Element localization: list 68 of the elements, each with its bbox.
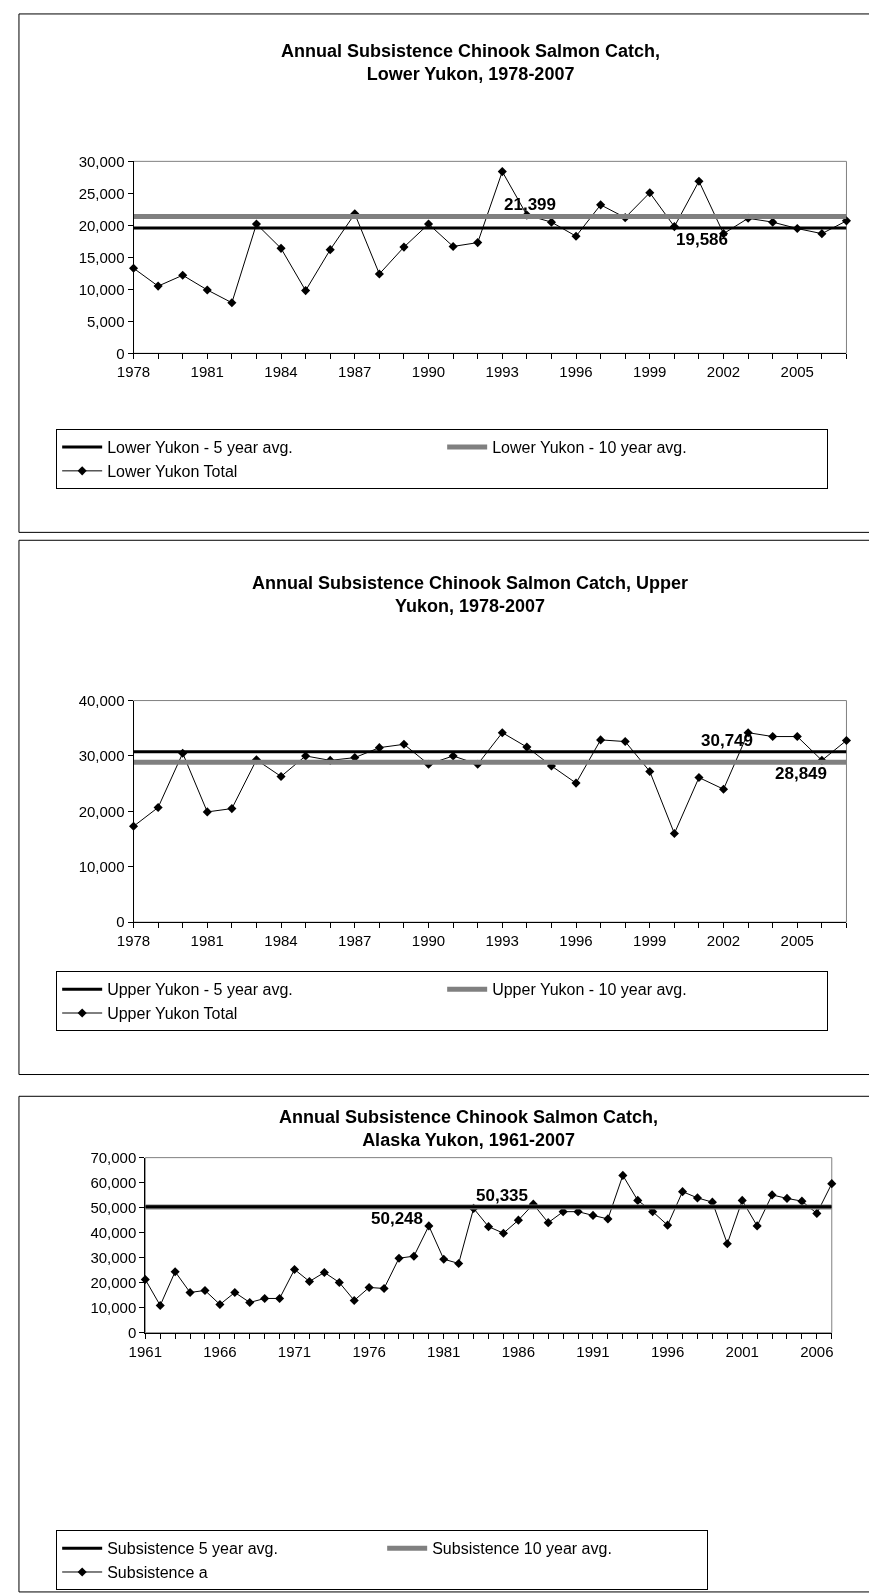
y-tick-label: 10,000 <box>78 280 125 298</box>
x-tick-label: 1981 <box>427 1342 461 1360</box>
x-tick-label: 1999 <box>633 363 667 381</box>
annotation: 21,399 <box>504 195 556 214</box>
x-tick-label: 1981 <box>190 932 224 950</box>
x-tick-label: 1987 <box>338 932 372 950</box>
x-tick-label: 2005 <box>780 363 814 381</box>
annotation: 30,749 <box>701 731 753 750</box>
legend-label: Lower Yukon Total <box>107 463 238 481</box>
chart-title: Annual Subsistence Chinook Salmon Catch, Alaska Yukon, 1961-2007 <box>279 1107 659 1151</box>
x-tick-label: 1993 <box>485 932 519 950</box>
x-tick-label: 1990 <box>411 932 446 950</box>
x-tick-label: 2001 <box>725 1342 759 1360</box>
x-tick-label: 2002 <box>706 363 741 381</box>
y-tick-label: 20,000 <box>78 802 125 820</box>
x-tick-label: 1961 <box>128 1342 162 1360</box>
chart-title: Annual Subsistence Chinook Salmon Catch, Upper Yukon, 1978-2007 <box>252 573 689 617</box>
x-tick-label: 1966 <box>203 1342 237 1360</box>
x-tick-label: 1978 <box>116 363 151 381</box>
y-tick-label: 0 <box>116 913 125 931</box>
y-tick-label: 0 <box>116 344 125 362</box>
y-tick-label: 20,000 <box>90 1273 137 1291</box>
legend-label: Subsistence 10 year avg. <box>432 1540 612 1558</box>
y-tick-label: 10,000 <box>90 1298 137 1316</box>
y-tick-label: 70,000 <box>90 1148 137 1166</box>
legend-label: Subsistence a <box>107 1564 208 1582</box>
y-tick-label: 60,000 <box>90 1173 137 1191</box>
y-tick-label: 15,000 <box>78 248 125 266</box>
y-tick-label: 40,000 <box>78 691 125 709</box>
x-tick-label: 1987 <box>338 363 372 381</box>
x-tick-label: 1993 <box>485 363 519 381</box>
annotation: 28,849 <box>775 764 827 783</box>
y-tick-label: 25,000 <box>78 184 125 202</box>
x-tick-label: 1981 <box>190 363 224 381</box>
y-tick-label: 20,000 <box>78 216 125 234</box>
x-tick-label: 1999 <box>633 932 667 950</box>
chart-title: Annual Subsistence Chinook Salmon Catch, Lower Yukon, 1978-2007 <box>281 41 661 85</box>
x-tick-label: 1978 <box>116 932 151 950</box>
y-tick-label: 10,000 <box>78 858 125 876</box>
annotation: 19,586 <box>676 230 728 249</box>
y-tick-label: 5,000 <box>86 312 125 330</box>
legend-label: Upper Yukon Total <box>107 1005 238 1023</box>
legend-label: Lower Yukon - 5 year avg. <box>107 439 293 457</box>
x-tick-label: 1996 <box>650 1342 685 1360</box>
y-tick-label: 30,000 <box>78 747 125 765</box>
legend-label: Lower Yukon - 10 year avg. <box>492 439 687 457</box>
x-tick-label: 1996 <box>559 932 593 950</box>
x-tick-label: 1984 <box>264 932 298 950</box>
y-tick-label: 0 <box>127 1323 137 1341</box>
y-tick-label: 40,000 <box>90 1223 137 1241</box>
x-tick-label: 2006 <box>800 1342 834 1360</box>
x-tick-label: 2002 <box>706 932 741 950</box>
annotation: 50,248 <box>371 1209 423 1228</box>
x-tick-label: 1976 <box>352 1342 386 1360</box>
x-tick-label: 1991 <box>576 1342 610 1360</box>
y-tick-label: 30,000 <box>90 1248 137 1266</box>
x-tick-label: 1984 <box>264 363 298 381</box>
legend-label: Upper Yukon - 10 year avg. <box>492 981 687 999</box>
x-tick-label: 1996 <box>559 363 593 381</box>
x-tick-label: 2005 <box>780 932 814 950</box>
y-tick-label: 30,000 <box>78 152 125 170</box>
annotation: 50,335 <box>476 1186 528 1205</box>
x-tick-label: 1971 <box>277 1342 312 1360</box>
x-tick-label: 1986 <box>501 1342 536 1360</box>
legend-label: Upper Yukon - 5 year avg. <box>107 981 293 999</box>
legend-label: Subsistence 5 year avg. <box>107 1540 278 1558</box>
y-tick-label: 50,000 <box>90 1198 137 1216</box>
x-tick-label: 1990 <box>411 363 446 381</box>
